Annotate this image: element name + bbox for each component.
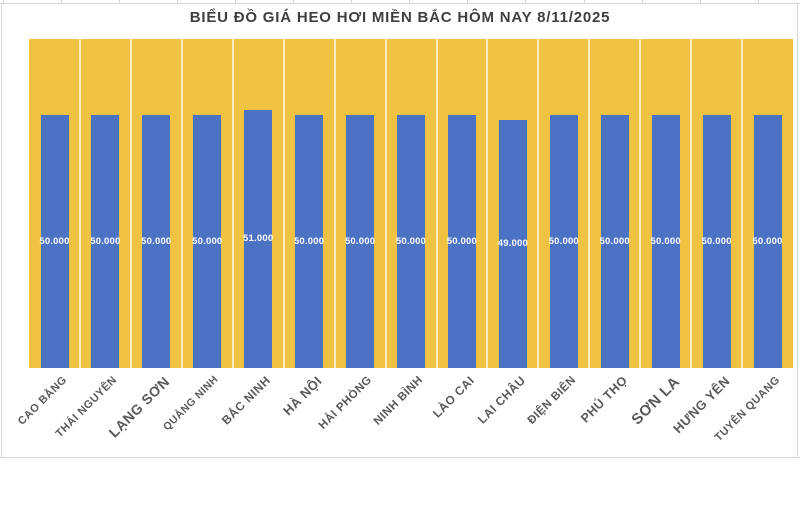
bar [651, 114, 680, 368]
bar-value-label: 50.000 [141, 235, 172, 247]
category-separator [486, 39, 489, 368]
category-separator [129, 39, 132, 368]
category-separator [435, 39, 438, 368]
category-separator [282, 39, 285, 368]
category-separator [741, 39, 744, 368]
spreadsheet-gridline [757, 0, 759, 3]
spreadsheet-gridline [699, 0, 701, 3]
bar-value-label: 50.000 [395, 235, 427, 247]
spreadsheet-gridline [525, 0, 527, 3]
bar [346, 114, 375, 368]
spreadsheet-gridline [2, 0, 4, 3]
spreadsheet-gridline [234, 0, 236, 3]
category-separator [639, 39, 642, 368]
bar-value-label: 50.000 [293, 235, 325, 247]
spreadsheet-gridline [60, 0, 62, 3]
spreadsheet-gridline [583, 0, 585, 3]
bar-value-label: 51.000 [243, 232, 274, 244]
bar-value-label: 50.000 [701, 235, 732, 247]
bar-value-label: 50.000 [650, 235, 681, 247]
bar-value-label: 50.000 [90, 235, 121, 247]
bar [549, 114, 578, 368]
bar [244, 109, 273, 368]
spreadsheet-gridline [351, 0, 353, 3]
category-separator [690, 39, 693, 368]
spreadsheet-gridline [641, 0, 643, 3]
bar-value-label: 50.000 [548, 235, 579, 247]
bar [600, 114, 629, 368]
category-separator [78, 39, 81, 368]
category-separator [588, 39, 591, 368]
bar-value-label: 50.000 [599, 235, 630, 247]
bar-value-label: 50.000 [752, 235, 783, 247]
bar [295, 114, 324, 368]
category-separator [537, 39, 540, 368]
category-separator [180, 39, 183, 368]
bar [142, 114, 171, 368]
chart-title: BIỂU ĐỒ GIÁ HEO HƠI MIỀN BẮC HÔM NAY 8/1… [189, 9, 611, 26]
spreadsheet-gridline [797, 3, 798, 457]
spreadsheet-gridline [176, 0, 178, 3]
bar-value-label: 50.000 [446, 235, 478, 247]
bar [397, 114, 425, 368]
bar [447, 114, 476, 368]
bar [193, 114, 222, 368]
bar-value-label: 50.000 [344, 235, 376, 247]
category-separator [384, 39, 387, 368]
bar [40, 114, 69, 368]
spreadsheet-gridline [118, 0, 120, 3]
category-separator [333, 39, 336, 368]
spreadsheet-gridline [293, 0, 294, 3]
spreadsheet-gridline [467, 0, 469, 3]
spreadsheet-gridline [0, 457, 800, 458]
bar-value-label: 50.000 [39, 235, 70, 247]
bar-value-label: 49.000 [497, 238, 529, 249]
bar [91, 114, 120, 368]
spreadsheet-gridline [409, 0, 411, 3]
bar [498, 120, 527, 368]
bar-value-label: 50.000 [192, 235, 223, 247]
bar [753, 114, 782, 368]
category-separator [231, 39, 234, 368]
spreadsheet-gridline [1, 3, 2, 457]
spreadsheet-gridline [0, 3, 800, 4]
bar [702, 114, 731, 368]
